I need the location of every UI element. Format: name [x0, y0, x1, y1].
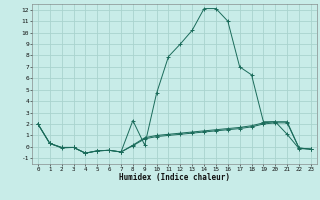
X-axis label: Humidex (Indice chaleur): Humidex (Indice chaleur) [119, 173, 230, 182]
